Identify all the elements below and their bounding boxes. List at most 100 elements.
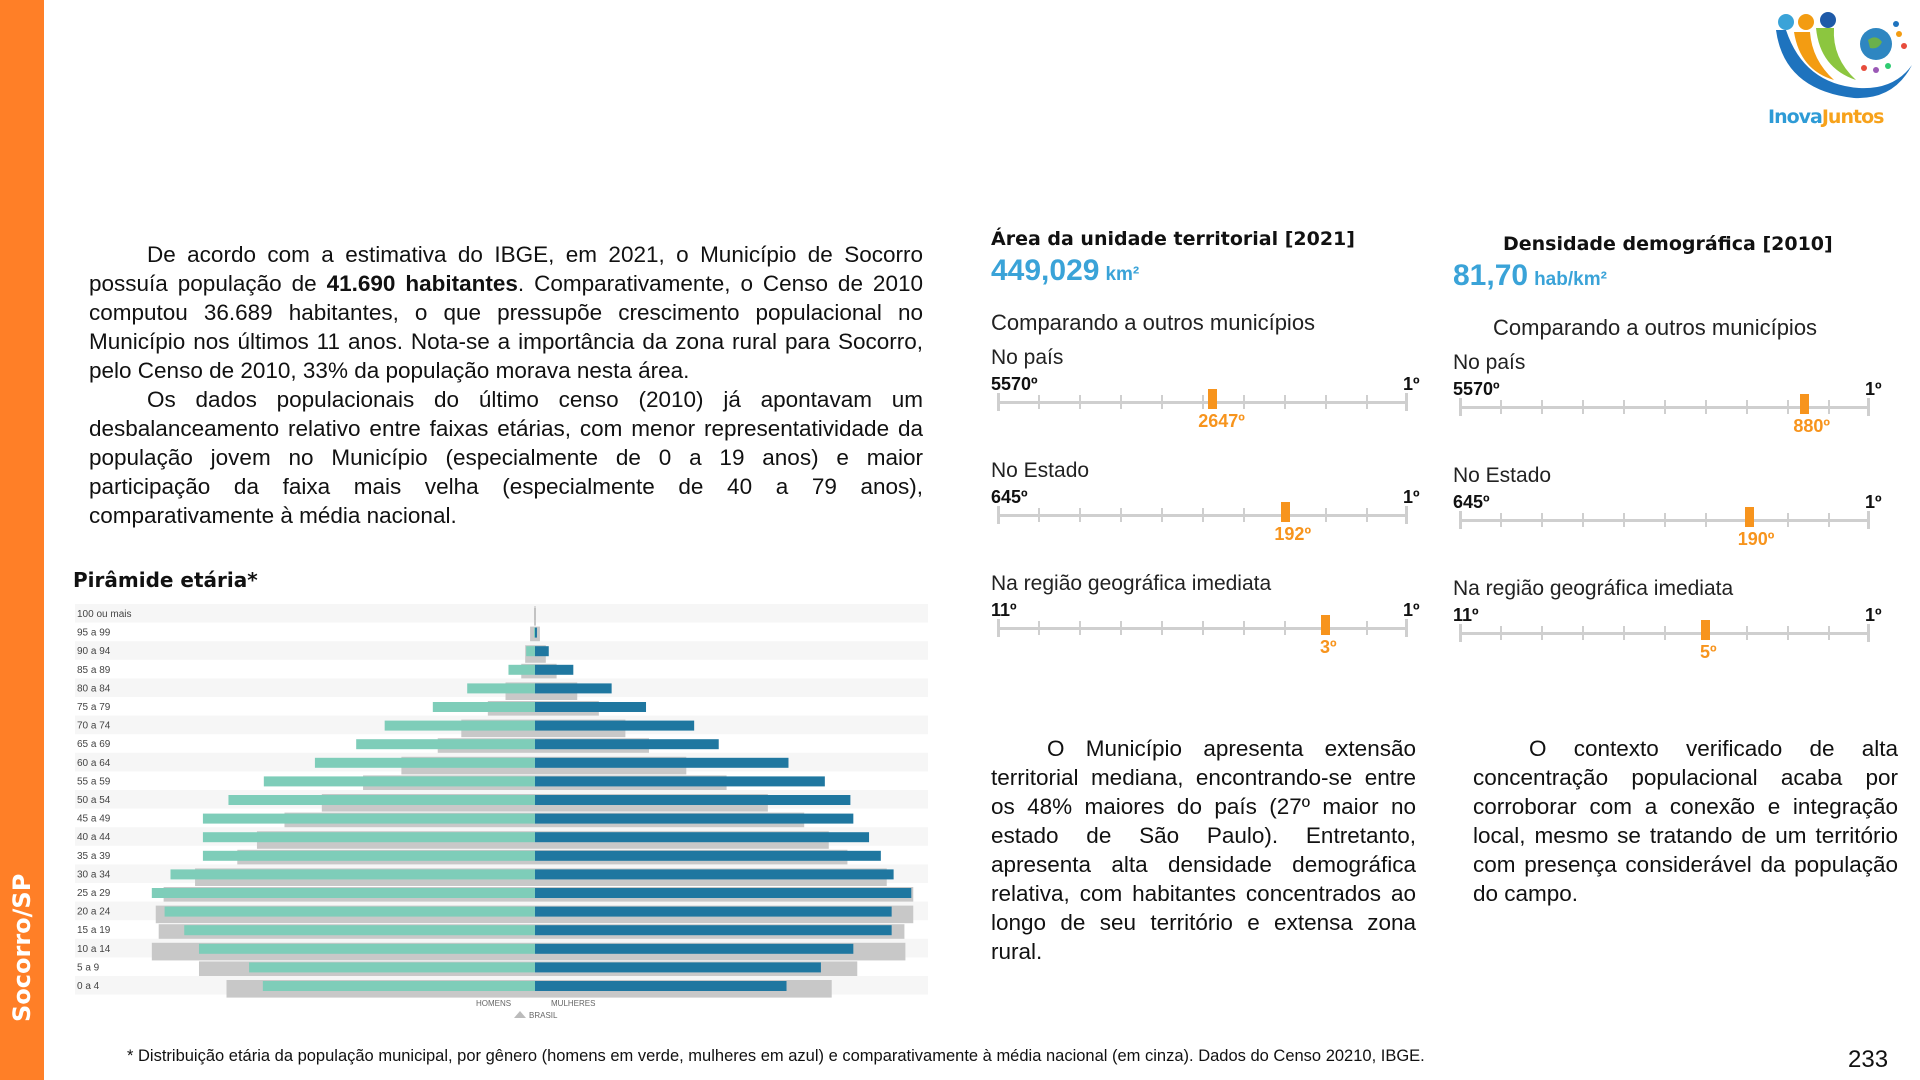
pyramid-row-stripe	[75, 827, 928, 846]
bar-brazil-men	[284, 812, 535, 831]
scale-tick	[1284, 621, 1286, 635]
population-highlight: 41.690 habitantes	[326, 271, 518, 296]
scale-tick	[1038, 395, 1040, 409]
scale-tick	[1623, 400, 1625, 414]
scale-tick	[1664, 513, 1666, 527]
intro-p1-start: De acordo com a estimativa do IBGE, em 2…	[89, 242, 923, 296]
scale-tick	[1243, 621, 1245, 635]
rank-min-label: 645º	[991, 487, 1028, 507]
bar-men	[263, 776, 535, 787]
scale-tick	[1541, 626, 1543, 640]
pyramid-row-stripe	[75, 604, 928, 623]
pyramid-row-stripe	[75, 938, 928, 958]
scale-tick	[1405, 393, 1408, 411]
bar-women	[535, 739, 719, 750]
bar-men	[164, 906, 535, 917]
age-group-label: 60 a 64	[77, 758, 111, 769]
rank-scale: No Estado 645º 1º 190º	[1453, 454, 1883, 567]
bar-women	[535, 813, 854, 824]
scale-tick	[1405, 506, 1408, 524]
rank-max-label: 1º	[1865, 379, 1882, 399]
bar-men	[202, 850, 536, 861]
scale-tick	[1787, 626, 1789, 640]
density-paragraph-text: O contexto verificado de alta concentraç…	[1473, 736, 1898, 906]
bar-women	[535, 981, 787, 991]
age-group-label: 5 a 9	[77, 962, 100, 973]
stat-unit: km²	[1105, 264, 1140, 285]
stat-unit: hab/km²	[1534, 269, 1607, 290]
legend-brazil: BRASIL	[529, 1011, 558, 1020]
scale-tick	[1405, 619, 1408, 637]
rank-marker	[1281, 502, 1291, 522]
bar-brazil-women	[535, 663, 557, 682]
age-group-label: 90 a 94	[77, 646, 111, 657]
scale-tick	[1541, 513, 1543, 527]
rank-marker	[1321, 615, 1330, 635]
pyramid-row-stripe	[75, 790, 928, 809]
rank-marker-label: 190º	[1737, 529, 1775, 549]
scale-tick	[1079, 621, 1081, 635]
age-group-label: 70 a 74	[77, 721, 111, 732]
rank-scale: Na região geográfica imediata 11º 1º 5º	[1453, 567, 1883, 680]
pyramid-row-stripe	[75, 678, 928, 697]
scale-tick	[1038, 508, 1040, 522]
bar-brazil-women	[535, 831, 829, 849]
bar-brazil-women	[535, 942, 906, 961]
bar-brazil-women	[535, 756, 687, 775]
scale-tick	[1500, 400, 1502, 414]
pyramid-row-stripe	[75, 641, 928, 660]
bar-brazil-men	[256, 831, 535, 849]
pyramid-row-stripe	[75, 715, 928, 735]
rank-scale-bar: 880º	[1459, 394, 1870, 436]
pyramid-row-stripe	[75, 752, 928, 772]
bar-brazil-men	[525, 645, 535, 663]
bar-women	[535, 925, 892, 936]
rank-min-label: 11º	[1453, 605, 1479, 625]
bar-brazil-men	[363, 775, 535, 793]
scale-tick	[1459, 511, 1462, 529]
intro-text: De acordo com a estimativa do IBGE, em 2…	[89, 240, 923, 530]
bar-brazil-men	[321, 794, 535, 812]
bar-brazil-women	[535, 701, 599, 719]
rank-marker-label: 880º	[1793, 416, 1830, 436]
bar-brazil-women	[535, 794, 768, 812]
bar-men	[508, 664, 535, 675]
bar-brazil-women	[535, 626, 540, 645]
bar-men	[262, 981, 535, 991]
page-number: 233	[1848, 1046, 1889, 1073]
scale-tick	[1500, 513, 1502, 527]
bar-men	[184, 925, 535, 936]
compare-label: Comparando a outros municípios	[1493, 315, 1818, 340]
bar-brazil-men	[195, 868, 535, 886]
rank-scale-bar: 192º	[997, 502, 1408, 544]
scale-tick	[1746, 400, 1748, 414]
rank-marker-label: 2647º	[1198, 411, 1245, 431]
scale-tick	[1120, 621, 1122, 635]
intro-paragraph-2: Os dados populacionais do último censo (…	[89, 387, 923, 528]
scale-tick	[1867, 511, 1870, 529]
pyramid-row-stripe	[75, 864, 928, 883]
rank-max-label: 1º	[1403, 600, 1420, 620]
scale-tick	[1582, 626, 1584, 640]
logo-text-inova: Inova	[1768, 106, 1823, 128]
logo-figures-icon	[1776, 12, 1912, 99]
scale-tick	[1325, 508, 1327, 522]
age-group-label: 20 a 24	[77, 907, 111, 918]
scale-tick	[1867, 398, 1870, 416]
bar-men	[198, 943, 536, 954]
bar-brazil-women	[535, 812, 805, 831]
stat-number: 81,70	[1453, 259, 1529, 292]
sidebar-band: Socorro/SP	[0, 0, 44, 1080]
bar-brazil-women	[535, 868, 887, 886]
bar-men	[356, 739, 535, 750]
bar-women	[535, 664, 574, 675]
density-paragraph: O contexto verificado de alta concentraç…	[1473, 734, 1898, 908]
rank-scale-bar: 2647º	[997, 389, 1408, 431]
scale-tick	[1867, 624, 1870, 642]
compare-label: Comparando a outros municípios	[991, 310, 1316, 335]
bar-women	[535, 962, 821, 973]
rank-marker-label: 3º	[1320, 637, 1337, 657]
bar-women	[535, 776, 825, 787]
bar-brazil-women	[535, 608, 536, 626]
scale-tick	[1500, 626, 1502, 640]
